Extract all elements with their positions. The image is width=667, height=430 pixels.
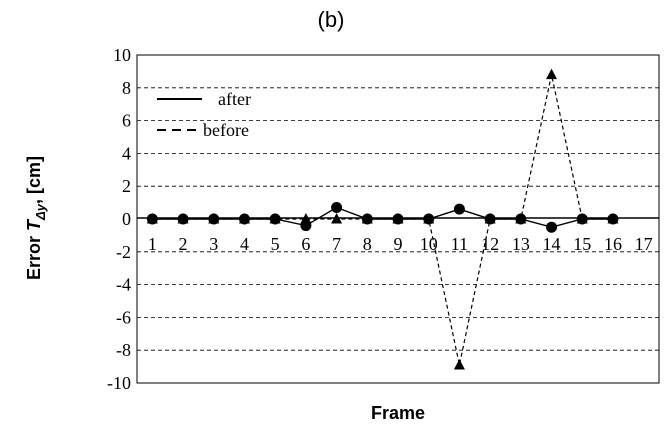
after-marker bbox=[146, 213, 158, 225]
x-tick-label: 9 bbox=[394, 234, 403, 254]
after-marker bbox=[269, 213, 281, 225]
before-marker bbox=[331, 213, 343, 224]
x-tick-label: 4 bbox=[240, 234, 249, 254]
x-tick-label: 7 bbox=[332, 234, 341, 254]
y-axis-label: Error TΔy, [cm] bbox=[24, 156, 48, 280]
after-marker bbox=[515, 213, 527, 225]
series-after-line bbox=[152, 206, 613, 228]
after-marker bbox=[484, 213, 496, 225]
y-tick-label: 10 bbox=[113, 45, 131, 65]
y-tick-label: -10 bbox=[107, 373, 131, 393]
x-tick-label: 3 bbox=[209, 234, 218, 254]
y-tick-label: -6 bbox=[116, 307, 131, 327]
y-tick-label: 4 bbox=[122, 143, 131, 163]
x-tick-label: 1 bbox=[148, 234, 157, 254]
x-tick-label: 2 bbox=[179, 234, 188, 254]
after-marker bbox=[300, 220, 312, 232]
after-marker bbox=[361, 213, 373, 225]
y-tick-label: -8 bbox=[116, 340, 131, 360]
after-marker bbox=[546, 221, 558, 233]
x-tick-label: 8 bbox=[363, 234, 372, 254]
y-axis-label-subscript: Δy bbox=[33, 203, 48, 221]
after-marker bbox=[208, 213, 220, 225]
legend-before-label: before bbox=[203, 120, 249, 140]
legend-after-label: after bbox=[218, 89, 251, 109]
y-tick-label: 2 bbox=[122, 176, 131, 196]
x-tick-label: 13 bbox=[512, 234, 530, 254]
after-marker bbox=[238, 213, 250, 225]
y-axis-label-suffix: , [cm] bbox=[24, 156, 44, 204]
y-axis-label-symbol: T bbox=[24, 218, 44, 231]
y-tick-label: 6 bbox=[122, 111, 131, 131]
after-marker bbox=[576, 213, 588, 225]
legend: after before bbox=[157, 89, 251, 140]
chart-title: (b) bbox=[318, 7, 345, 32]
x-tick-label: 17 bbox=[635, 234, 653, 254]
after-marker bbox=[177, 213, 189, 225]
gridlines bbox=[137, 87, 659, 351]
before-marker bbox=[453, 358, 465, 370]
y-axis-label-prefix: Error bbox=[24, 231, 44, 280]
before-marker bbox=[546, 68, 558, 80]
series-group bbox=[146, 68, 619, 370]
y-tick-labels: 10 8 6 4 2 0 -2 -4 -6 -8 -10 bbox=[107, 45, 131, 393]
x-tick-label: 15 bbox=[573, 234, 591, 254]
series-before-line bbox=[152, 74, 613, 366]
x-tick-label: 16 bbox=[604, 234, 622, 254]
x-tick-label: 5 bbox=[271, 234, 280, 254]
x-tick-label: 11 bbox=[451, 234, 468, 254]
x-tick-label: 14 bbox=[543, 234, 561, 254]
after-marker bbox=[453, 203, 465, 215]
y-tick-label: -2 bbox=[116, 242, 131, 262]
y-tick-label: 0 bbox=[122, 209, 131, 229]
after-marker bbox=[392, 213, 404, 225]
after-marker bbox=[607, 213, 619, 225]
x-tick-label: 6 bbox=[301, 234, 310, 254]
x-axis-label: Frame bbox=[371, 403, 425, 423]
y-tick-label: 8 bbox=[122, 78, 131, 98]
after-marker bbox=[423, 213, 435, 225]
after-marker bbox=[331, 202, 343, 214]
y-tick-label: -4 bbox=[116, 275, 131, 295]
x-tick-labels: 1 2 3 4 5 6 7 8 9 10 11 12 13 14 15 16 17 bbox=[148, 234, 653, 254]
